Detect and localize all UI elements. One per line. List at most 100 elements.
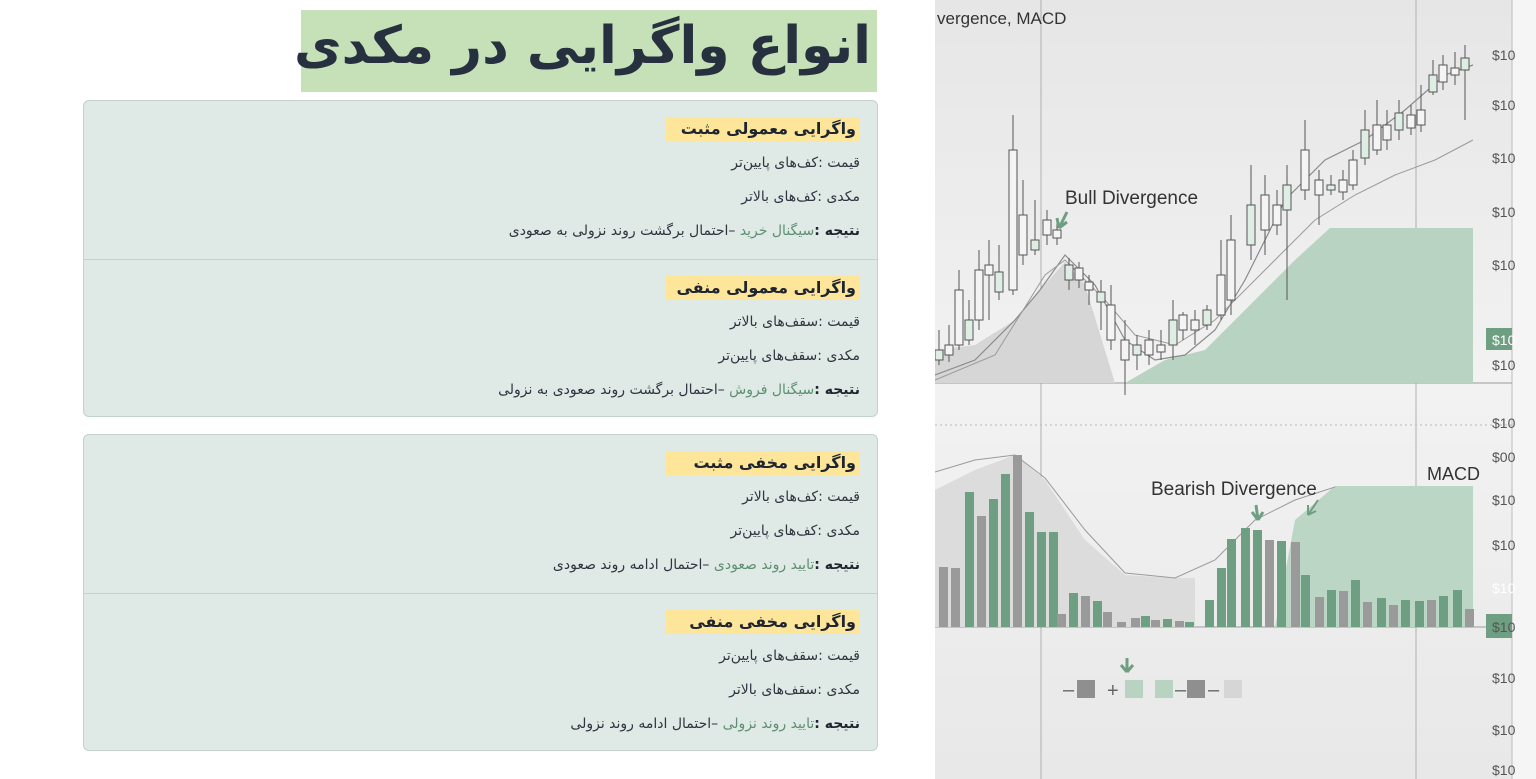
macd-line: مکدی :کف‌های بالاتر [741,187,860,207]
histogram-bar [965,492,974,627]
price-axis-label: $10 [1492,150,1516,166]
histogram-bar [1439,596,1448,627]
macd-line: مکدی :سقف‌های پایین‌تر [718,346,860,366]
histogram-bar [1265,540,1274,627]
candle-body [1084,281,1094,291]
result-detail: –احتمال برگشت روند صعودی به نزولی [498,382,725,398]
candle-body [1074,267,1084,281]
price-value: کف‌های بالاتر [742,489,819,505]
macd-green-area [1275,486,1473,627]
histogram-bar [1103,612,1112,627]
candle-body [1300,149,1310,191]
histogram-bar [1427,600,1436,627]
regular-positive-divergence-block: واگرایی معمولی مثبت قیمت :کف‌های پایین‌ت… [84,101,877,258]
candle-body [1246,204,1256,246]
histogram-bar [1253,530,1262,627]
candle-body [1190,319,1200,331]
histogram-bar [1217,568,1226,627]
macd-signal-line [935,454,1336,579]
histogram-bar [989,499,998,627]
block-heading: واگرایی مخفی منفی [666,610,860,634]
price-axis-label: $10 [1492,619,1516,635]
histogram-bar [1025,512,1034,627]
histogram-bar [1185,622,1194,627]
candle-body [944,344,954,356]
histogram-bar [1351,580,1360,627]
regular-negative-divergence-block: واگرایی معمولی منفی قیمت :سقف‌های بالاتر… [84,259,877,416]
candle-body [954,289,964,346]
price-axis-label: $10 [1492,762,1516,778]
price-axis-label: $10 [1492,204,1516,220]
price-line: قیمت :کف‌های پایین‌تر [731,153,860,173]
candle-body [1096,291,1106,303]
macd-line: مکدی :سقف‌های بالاتر [729,680,860,700]
candle-body [1272,204,1282,226]
candle-body [1202,309,1212,326]
histogram-bar [1057,614,1066,627]
histogram-bar [1453,590,1462,627]
candle-body [1168,319,1178,346]
legend-minus-3: – [1208,679,1220,701]
histogram-bar [1377,598,1386,627]
candle-body [1260,194,1270,231]
price-axis-label: $10 [1492,415,1516,431]
candle-body [1064,264,1074,281]
result-detail: –احتمال برگشت روند نزولی به صعودی [508,223,736,239]
price-axis-label: $10 [1492,670,1516,686]
candle-body [1406,114,1416,129]
candle-body [1360,129,1370,159]
chart-illustration: vergence, MACD Bull Divergence Bearish D… [935,0,1536,779]
chart-title: vergence, MACD [937,9,1066,28]
histogram-bar [1465,609,1474,627]
bull-divergence-green-area [1125,228,1473,383]
price-label: قیمت : [818,489,860,505]
macd-label: مکدی : [817,523,860,539]
legend-square-light-green [1155,680,1173,698]
result-line: نتیجه :سیگنال فروش –احتمال برگشت روند صع… [498,380,860,400]
block-heading: واگرایی معمولی منفی [666,276,860,300]
result-line: نتیجه :تایید روند صعودی –احتمال ادامه رو… [553,555,860,575]
macd-line: مکدی :کف‌های پایین‌تر [731,521,861,541]
price-axis-label: $10 [1492,97,1516,113]
legend-plus: + [1107,680,1119,702]
price-axis-label: $10 [1492,47,1516,63]
histogram-bar [1163,619,1172,627]
candle-body [1008,149,1018,291]
histogram-bar [1339,591,1348,627]
price-value: سقف‌های بالاتر [729,314,819,330]
candle-body [964,319,974,341]
macd-label: مکدی : [817,682,860,698]
candle-body [1018,214,1028,256]
histogram-bar [1389,605,1398,627]
candle-body [994,271,1004,293]
price-label: قیمت : [818,648,860,664]
histogram-bar [1037,532,1046,627]
bull-divergence-gray-area [935,262,1115,383]
price-axis-labels: $10 $10 $10 $10 $10 $10 $10 $10 $00 $10 $10 $10 $10 $… [1492,47,1516,778]
macd-value: سقف‌های بالاتر [729,682,818,698]
candle-body [1052,229,1062,239]
candle-body [1282,184,1292,211]
candle-body [1042,219,1052,236]
price-axis-label: $10 [1492,257,1516,273]
histogram-bar [1069,593,1078,627]
result-detail: –احتمال ادامه روند صعودی [552,557,710,573]
price-axis-label: $10 [1492,357,1516,373]
legend-square-gray [1077,680,1095,698]
legend-minus-2: – [1175,679,1187,701]
result-line: نتیجه :تایید روند نزولی –احتمال ادامه رو… [570,714,860,734]
price-value: کف‌های پایین‌تر [731,155,819,171]
macd-divergence-chart-image: vergence, MACD Bull Divergence Bearish D… [935,0,1536,779]
histogram-bar [1141,616,1150,627]
macd-value: سقف‌های پایین‌تر [718,348,818,364]
macd-value: کف‌های بالاتر [741,189,818,205]
histogram-bar [1001,474,1010,627]
candle-body [935,349,944,361]
legend-minus-1: – [1063,679,1075,701]
histogram-bar [951,568,960,627]
candle-body [1338,179,1348,193]
histogram-bar [1401,600,1410,627]
histogram-bar [1131,618,1140,627]
candle-body [1326,184,1336,191]
candle-body [1372,124,1382,151]
